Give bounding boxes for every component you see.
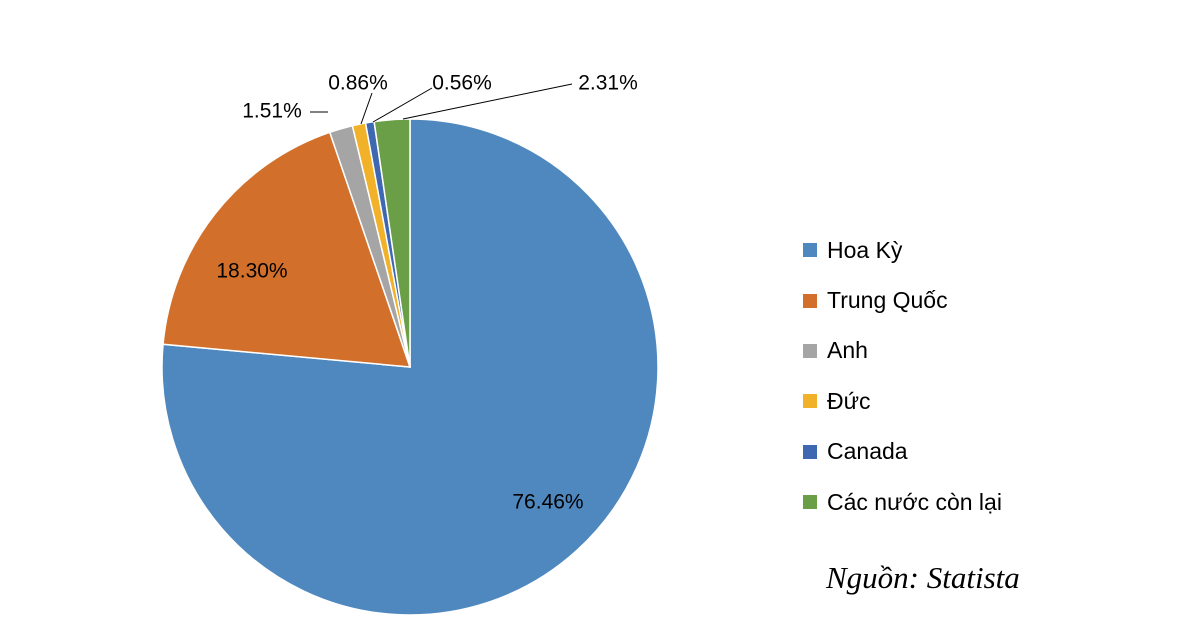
legend-label: Hoa Kỳ bbox=[827, 236, 903, 263]
data-label-trung-quoc: 18.30% bbox=[216, 260, 287, 283]
legend-label: Đức bbox=[827, 387, 871, 414]
legend-label: Trung Quốc bbox=[827, 287, 948, 314]
data-label-cac-nuoc-con-lai: 2.31% bbox=[578, 72, 638, 95]
data-labels: 76.46% 18.30% 1.51% 0.86% 0.56% 2.31% bbox=[216, 72, 637, 514]
legend-swatch bbox=[803, 444, 817, 459]
data-label-canada: 0.56% bbox=[432, 72, 492, 95]
legend-swatch bbox=[803, 243, 817, 258]
legend-label: Các nước còn lại bbox=[827, 488, 1002, 515]
legend-item-hoa-ky: Hoa Kỳ bbox=[803, 225, 1002, 275]
legend-item-duc: Đức bbox=[803, 376, 1002, 426]
leader-line-canada bbox=[372, 87, 433, 123]
legend-item-cac-nuoc-con-lai: Các nước còn lại bbox=[803, 477, 1002, 527]
leader-line-cac-nuoc-con-lai bbox=[402, 83, 573, 120]
pie-slice-trung-quoc bbox=[162, 131, 412, 368]
source-note: Nguồn: Statista bbox=[826, 560, 1020, 595]
legend-item-trung-quoc: Trung Quốc bbox=[803, 275, 1002, 325]
legend-label: Canada bbox=[827, 438, 908, 465]
legend: Hoa Kỳ Trung Quốc Anh Đức Canada Các nước còn… bbox=[803, 225, 1002, 527]
data-label-duc: 0.86% bbox=[328, 72, 388, 95]
legend-swatch bbox=[803, 293, 817, 308]
legend-swatch bbox=[803, 394, 817, 409]
pie-slices bbox=[161, 118, 659, 616]
legend-swatch bbox=[803, 343, 817, 358]
data-label-anh: 1.51% bbox=[242, 100, 302, 123]
legend-swatch bbox=[803, 495, 817, 510]
legend-label: Anh bbox=[827, 337, 868, 364]
legend-item-canada: Canada bbox=[803, 427, 1002, 477]
leader-lines bbox=[310, 83, 573, 125]
data-label-hoa-ky: 76.46% bbox=[512, 491, 583, 514]
legend-item-anh: Anh bbox=[803, 326, 1002, 376]
leader-line-duc bbox=[360, 92, 373, 125]
